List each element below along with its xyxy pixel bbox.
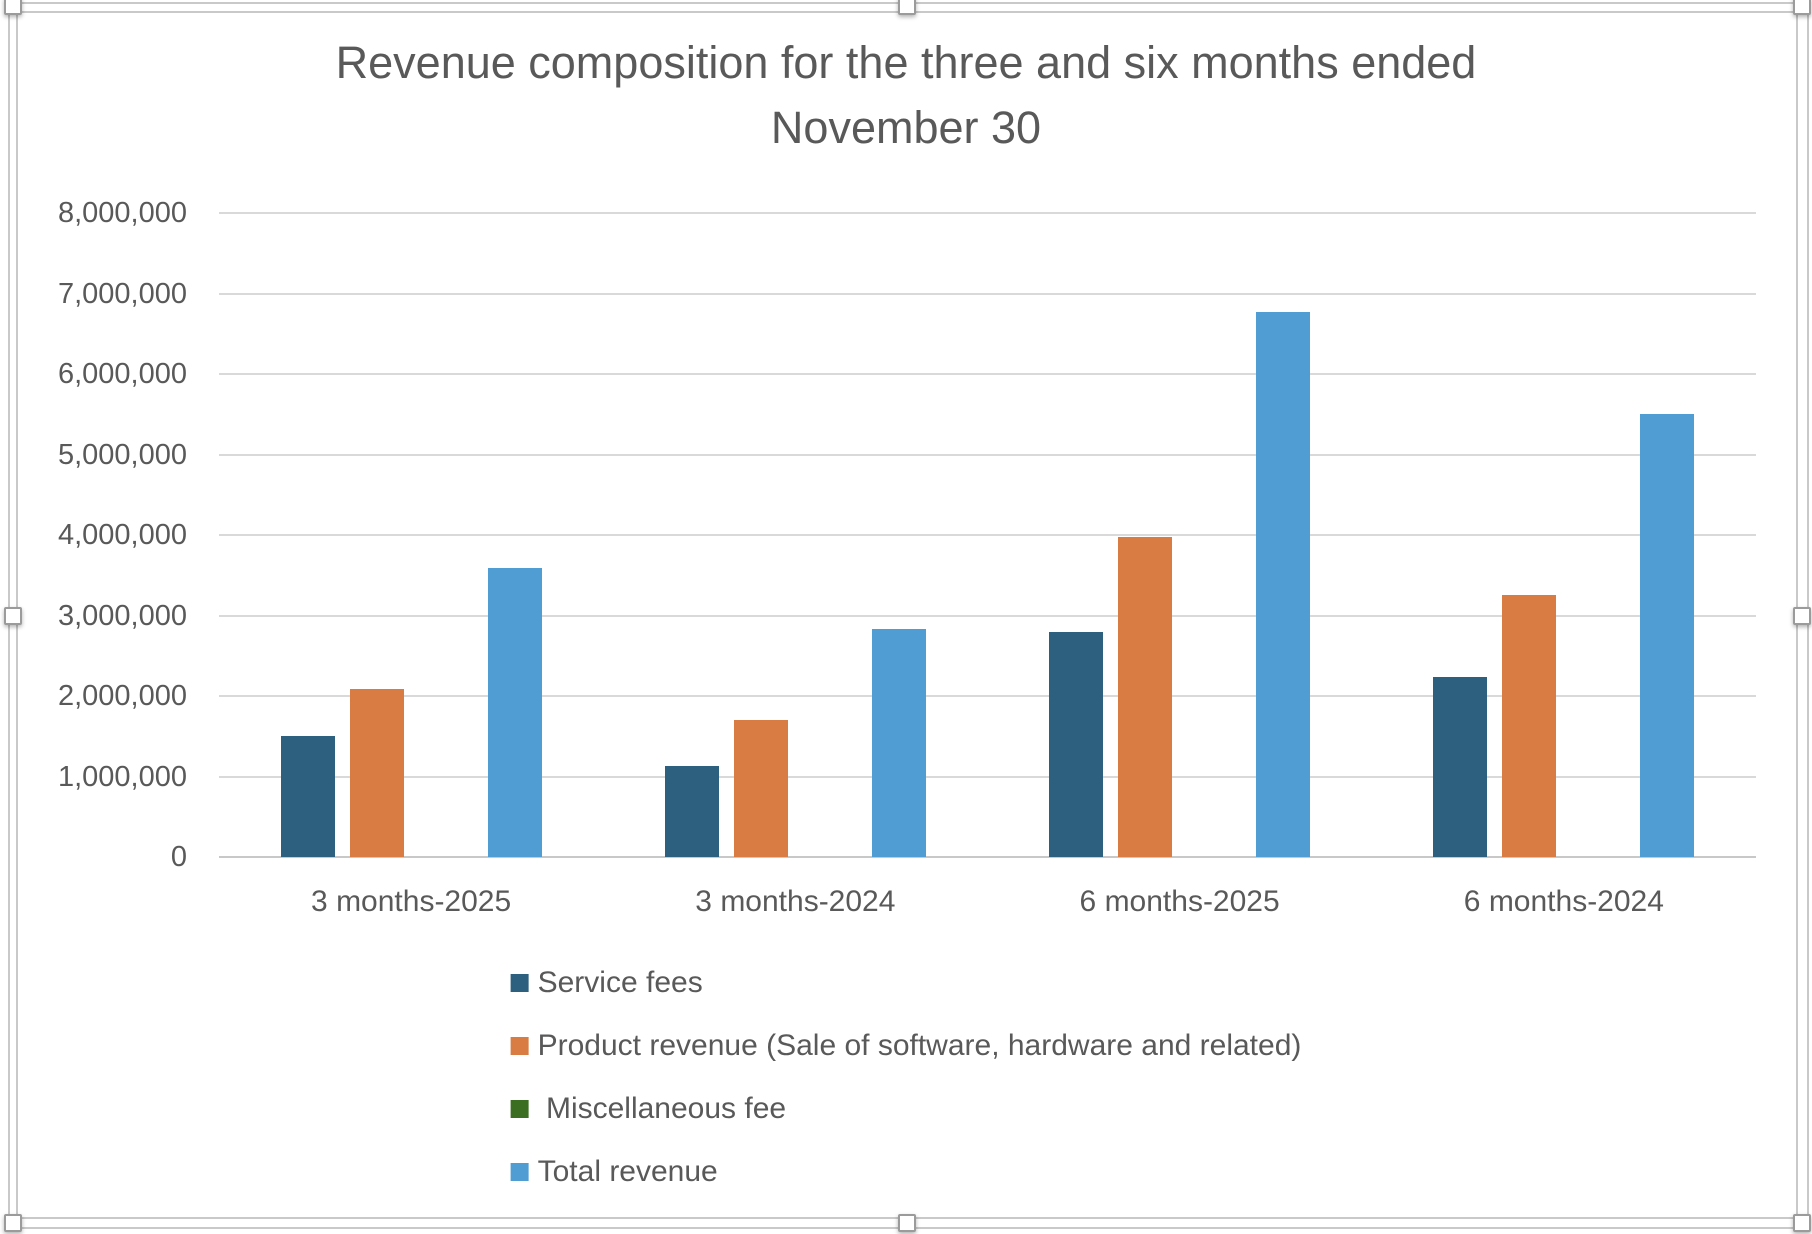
x-category-label: 3 months-2025 (311, 885, 512, 918)
legend-label: Miscellaneous fee (537, 1092, 787, 1125)
bar-service-fees-6-months-2024[interactable] (1433, 676, 1488, 857)
selection-handle-middle-right[interactable] (1793, 607, 1811, 625)
selection-handle-top-center[interactable] (898, 0, 916, 15)
bar-service-fees-6-months-2025[interactable] (1049, 631, 1104, 857)
gridline (219, 534, 1756, 536)
bar-total-revenue-3-months-2025[interactable] (487, 568, 542, 857)
x-axis-line (219, 856, 1756, 858)
bar-total-revenue-6-months-2024[interactable] (1640, 414, 1695, 857)
legend-swatch-miscellaneous-fee (510, 1100, 529, 1118)
legend-item-product-revenue-sale-of-software-hardware-and-related[interactable]: Product revenue (Sale of software, hardw… (510, 1029, 1302, 1062)
y-tick-label: 5,000,000 (57, 438, 187, 471)
bar-product-revenue-sale-of-software-hardware-and-related-3-months-2024[interactable] (733, 720, 788, 857)
plot-area (219, 212, 1756, 858)
legend-label: Product revenue (Sale of software, hardw… (537, 1029, 1302, 1062)
selection-handle-middle-left[interactable] (4, 607, 22, 625)
legend-label: Service fees (537, 966, 703, 999)
legend-item-miscellaneous-fee[interactable]: Miscellaneous fee (510, 1092, 1302, 1125)
legend-swatch-total-revenue (510, 1163, 529, 1181)
bar-total-revenue-6-months-2025[interactable] (1256, 312, 1311, 857)
selection-handle-top-left[interactable] (4, 0, 22, 15)
gridline (219, 212, 1756, 214)
chart-title-line2: November 30 (770, 102, 1042, 153)
chart-title-line1: Revenue composition for the three and si… (335, 37, 1477, 88)
gridline (219, 775, 1756, 778)
y-tick-label: 6,000,000 (57, 358, 187, 390)
bar-service-fees-3-months-2024[interactable] (664, 766, 719, 857)
legend-label: Total revenue (537, 1155, 718, 1188)
y-tick-label: 3,000,000 (57, 599, 187, 632)
selection-handle-top-right[interactable] (1793, 0, 1811, 15)
selection-handle-bottom-center[interactable] (898, 1214, 916, 1232)
bar-service-fees-3-months-2025[interactable] (280, 736, 335, 857)
y-tick-label: 0 (170, 841, 187, 873)
x-category-label: 3 months-2024 (695, 885, 896, 918)
x-category-label: 6 months-2024 (1463, 885, 1664, 918)
y-tick-label: 1,000,000 (57, 760, 187, 793)
bar-product-revenue-sale-of-software-hardware-and-related-6-months-2025[interactable] (1118, 537, 1173, 857)
chart-title[interactable]: Revenue composition for the three and si… (0, 30, 1812, 160)
x-category-label: 6 months-2025 (1079, 885, 1280, 918)
gridline (219, 292, 1756, 295)
legend-swatch-service-fees (510, 974, 529, 992)
y-tick-label: 8,000,000 (57, 197, 187, 229)
legend-swatch-product-revenue-sale-of-software-hardware-and-related (510, 1037, 529, 1055)
selection-handle-bottom-left[interactable] (4, 1214, 22, 1232)
selection-handle-bottom-right[interactable] (1793, 1214, 1811, 1232)
y-tick-label: 7,000,000 (57, 277, 187, 310)
gridline (219, 695, 1756, 697)
legend-item-total-revenue[interactable]: Total revenue (510, 1155, 1302, 1188)
gridline (219, 614, 1756, 617)
bar-total-revenue-3-months-2024[interactable] (871, 629, 926, 857)
legend-item-service-fees[interactable]: Service fees (510, 966, 1302, 999)
legend: Service fees Product revenue (Sale of sof… (510, 966, 1302, 1220)
bar-product-revenue-sale-of-software-hardware-and-related-3-months-2025[interactable] (349, 688, 404, 857)
y-tick-label: 2,000,000 (57, 680, 187, 712)
y-tick-label: 4,000,000 (57, 519, 187, 551)
bar-product-revenue-sale-of-software-hardware-and-related-6-months-2024[interactable] (1502, 594, 1557, 857)
gridline (219, 453, 1756, 456)
gridline (219, 373, 1756, 375)
